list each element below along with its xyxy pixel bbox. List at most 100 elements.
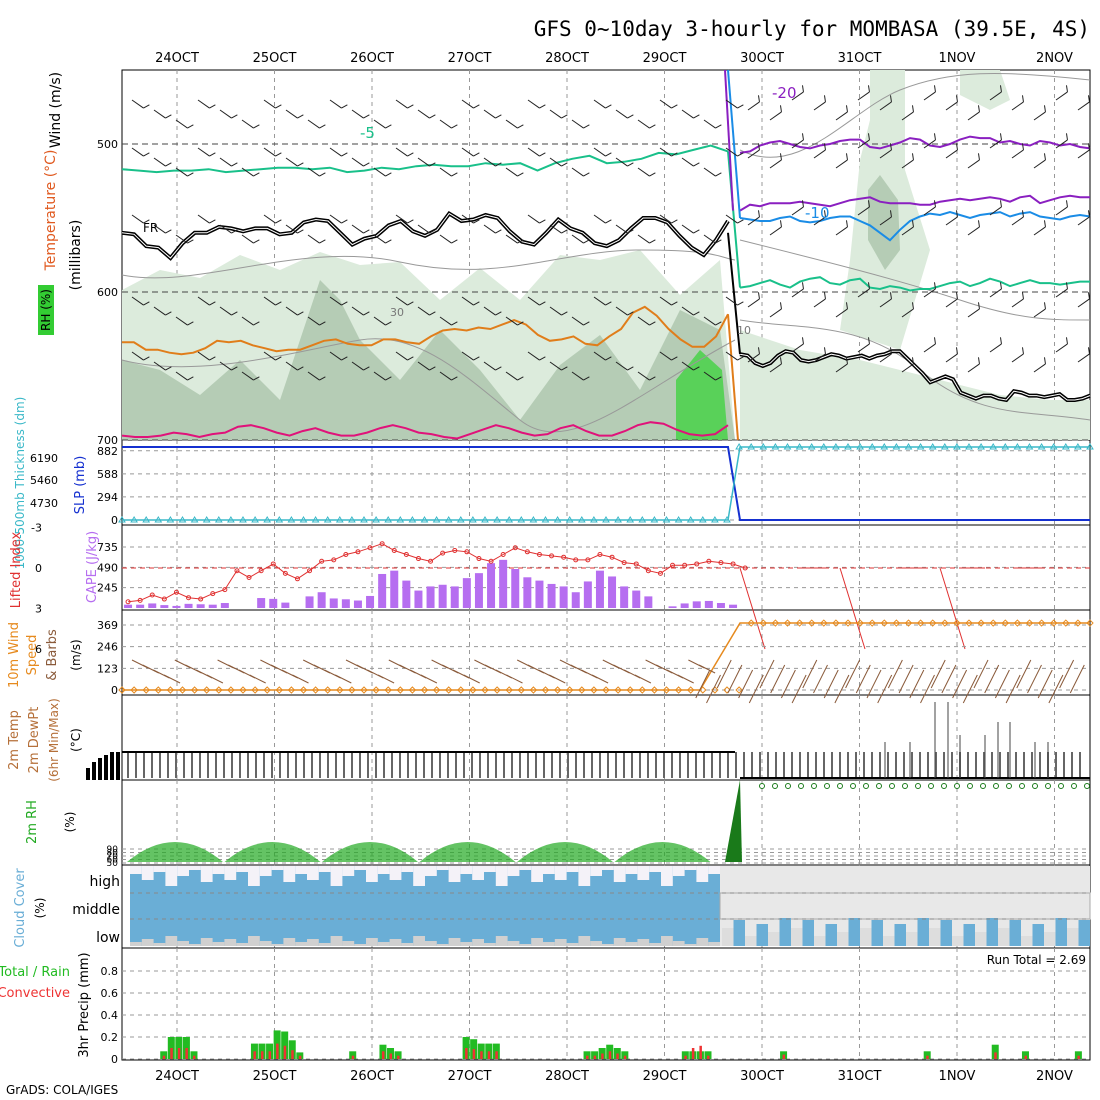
wind-barb-flag <box>1065 133 1068 141</box>
wind-barb-flag <box>933 133 936 141</box>
isotherm-drop <box>727 232 741 355</box>
wind-barb-shaft <box>747 101 760 111</box>
thickness-marker <box>602 516 610 523</box>
wind-barb-flag <box>429 366 436 371</box>
wind-barb-shaft <box>571 167 584 177</box>
cloud-high-gap <box>672 866 685 876</box>
wind10-barb <box>738 669 754 699</box>
wind-barb <box>175 119 194 129</box>
cloud-low-after <box>1078 920 1090 946</box>
cloud-low-gap <box>566 943 579 946</box>
wind-barb-flag <box>429 311 436 316</box>
li-marker <box>403 552 409 557</box>
cloud-high-gap <box>708 866 720 874</box>
wind10-marker <box>166 686 175 694</box>
cloud-low-gap <box>578 936 591 946</box>
upper-ylabel-temp: Temperature (°C) <box>43 150 59 272</box>
thickness-marker <box>953 443 961 450</box>
thickness-marker <box>517 516 526 523</box>
cloud-level-label: middle <box>72 902 120 918</box>
cape-ylabel: CAPE (J/kg) <box>85 531 100 603</box>
cloud-low-gap <box>141 939 154 946</box>
cloud-high-gap <box>141 866 154 880</box>
rh2m-tick: 50 <box>107 859 119 869</box>
wind-barb-flag <box>209 301 216 306</box>
rh-contour <box>121 249 736 279</box>
wind10-marker <box>275 686 284 694</box>
cape-bar <box>668 606 677 608</box>
wind-barb-shaft <box>615 109 628 119</box>
li-marker <box>391 547 397 553</box>
thickness-marker <box>1086 443 1094 450</box>
wind10-marker <box>469 686 477 694</box>
rh2m-marker <box>824 783 830 789</box>
wind10-marker <box>420 686 429 694</box>
wind-barb <box>879 95 892 111</box>
wind-barb-flag <box>341 356 348 361</box>
wind-barb <box>461 296 480 306</box>
cape-bar <box>644 596 653 608</box>
wind-barb-flag <box>385 321 392 326</box>
cloud-low-after <box>906 932 918 946</box>
wind10-marker <box>336 686 344 694</box>
cloud-low-gap <box>212 942 225 946</box>
wind-barb <box>989 85 1002 101</box>
precip-conv-bar <box>465 1048 468 1059</box>
cloud-high-gap <box>684 866 697 870</box>
cloud-low-gap <box>377 942 390 946</box>
thickness-marker <box>650 516 659 523</box>
wind-barb <box>1077 95 1090 111</box>
wind-barb-shaft <box>923 91 936 101</box>
wind-barb <box>703 119 722 129</box>
wind-barb <box>175 167 194 177</box>
wind-barb-flag <box>583 124 590 129</box>
wind-barb <box>153 361 172 371</box>
thickness-marker <box>263 516 272 523</box>
wind-barb <box>131 99 150 109</box>
wind-barb <box>879 292 892 308</box>
wind10-marker <box>590 686 598 694</box>
precip-total-bar <box>349 1051 357 1059</box>
thickness-marker <box>698 516 707 523</box>
cape-bar <box>136 604 145 608</box>
wind-barb <box>791 85 804 101</box>
wind10-tick: 123 <box>97 662 118 675</box>
wind-barb-shaft <box>439 316 452 326</box>
contour-label-fr: FR <box>143 221 158 235</box>
wind-barb-flag <box>1021 347 1024 355</box>
wind10-marker <box>372 686 380 694</box>
wind-barb-shaft <box>923 206 936 216</box>
cape-bar <box>547 583 556 608</box>
rh2m-tick: 80 <box>107 849 119 859</box>
wind-barb-flag <box>473 219 480 224</box>
cloud-low-after <box>860 928 872 946</box>
cloud-high-gap <box>307 866 319 880</box>
li-tick: -3 <box>31 522 42 535</box>
rh2m-marker <box>889 783 895 789</box>
wind-barb <box>1055 133 1068 149</box>
wind-barb-flag <box>715 124 722 129</box>
cloud-high-gap <box>318 866 331 872</box>
wind-barb <box>175 316 194 326</box>
rh2m-unit: (%) <box>63 812 77 833</box>
cloud-low-after <box>1009 920 1021 946</box>
li-tick: 0 <box>35 562 42 575</box>
wind10-marker <box>529 686 538 694</box>
wind-barb <box>285 306 304 316</box>
cloud-high-gap <box>554 866 567 880</box>
wind-barb-flag <box>823 292 826 300</box>
wind-barb <box>747 143 760 159</box>
wind-barb-shaft <box>615 224 628 234</box>
cloud-low-after <box>929 928 941 946</box>
wind10-marker <box>965 619 973 627</box>
wind-barb <box>857 282 870 298</box>
wind-barb-flag <box>341 301 348 306</box>
wind-barb-shaft <box>1055 288 1068 298</box>
day-label-bottom: 26OCT <box>350 1069 394 1084</box>
wind-barb-shaft <box>197 214 210 224</box>
li-marker <box>645 568 651 574</box>
contour-label-minus20: -20 <box>772 84 797 102</box>
rh2m-hump <box>224 842 321 862</box>
thickness-marker <box>771 443 780 450</box>
wind10-barb <box>813 664 828 694</box>
